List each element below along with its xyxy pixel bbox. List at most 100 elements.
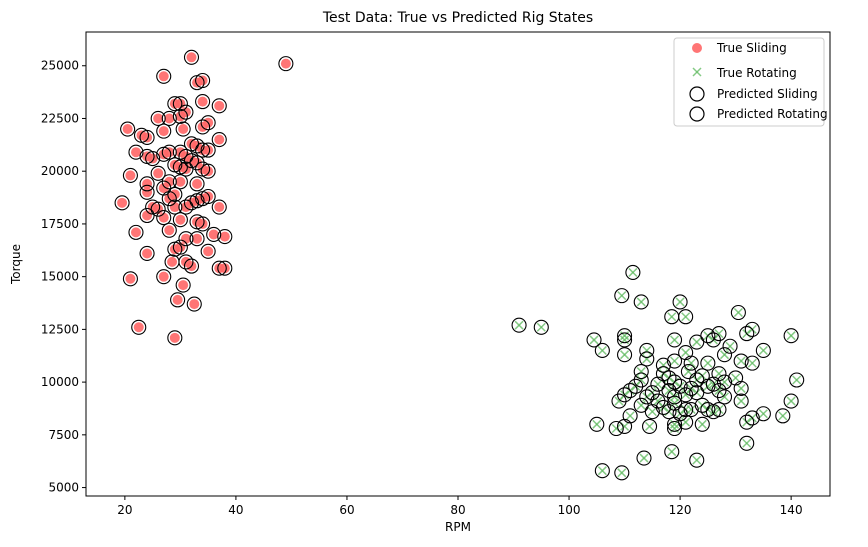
predicted-sliding-point	[139, 129, 155, 146]
predicted-rotating-point	[672, 294, 688, 310]
true-sliding-point	[214, 202, 225, 213]
true-rotating-point	[597, 345, 607, 356]
true-rotating-point	[686, 358, 696, 368]
predicted-rotating-point	[716, 374, 733, 390]
true-rotating-point	[681, 312, 691, 322]
predicted-rotating-point	[666, 374, 683, 390]
true-rotating-point	[628, 267, 638, 277]
predicted-sliding-point	[211, 132, 227, 148]
true-rotating-point	[683, 367, 693, 377]
predicted-rotating-point	[633, 294, 649, 310]
predicted-rotating-point	[683, 401, 699, 418]
predicted-rotating-point	[622, 382, 638, 399]
predicted-rotating-point	[533, 319, 549, 335]
true-rotating-point	[731, 373, 741, 383]
predicted-rotating-point	[755, 406, 771, 422]
predicted-sliding-point	[200, 243, 216, 259]
predicted-rotating-point	[655, 357, 671, 373]
predicted-rotating-point	[680, 364, 696, 380]
true-rotating-point	[639, 453, 649, 463]
true-rotating-point	[536, 322, 546, 332]
legend-label-predicted-rotating: Predicted Rotating	[717, 107, 828, 121]
predicted-rotating-point	[614, 465, 630, 481]
predicted-sliding-point	[178, 104, 194, 120]
predicted-sliding-point	[195, 94, 211, 110]
true-rotating-point	[670, 335, 680, 345]
predicted-sliding-point	[278, 56, 294, 72]
predicted-rotating-point	[678, 309, 694, 325]
true-rotating-point	[597, 466, 607, 476]
x-tick-label: 20	[117, 503, 132, 517]
predicted-rotating-point	[716, 347, 733, 363]
predicted-sliding-point	[128, 144, 144, 160]
predicted-rotating-point	[733, 380, 749, 396]
predicted-sliding-point	[172, 212, 188, 228]
true-sliding-point	[125, 273, 136, 284]
predicted-sliding-point	[172, 144, 188, 160]
true-sliding-point	[133, 322, 144, 333]
predicted-sliding-point	[183, 258, 200, 274]
data-marks	[114, 49, 805, 481]
legend-box	[673, 37, 825, 127]
predicted-rotating-point	[617, 328, 633, 344]
true-sliding-point	[164, 147, 175, 158]
true-sliding-point	[178, 280, 189, 291]
predicted-rotating-point	[783, 328, 799, 344]
predicted-sliding-point	[167, 186, 183, 202]
predicted-sliding-point	[211, 260, 227, 276]
true-sliding-point	[192, 233, 203, 244]
predicted-sliding-point	[131, 319, 147, 335]
true-sliding-point	[122, 124, 133, 135]
true-sliding-point	[172, 294, 183, 305]
predicted-rotating-point	[666, 389, 683, 405]
true-sliding-point	[214, 100, 225, 111]
x-tick-label: 40	[228, 503, 243, 517]
predicted-rotating-point	[636, 450, 652, 466]
y-tick-label: 25000	[41, 59, 79, 73]
true-rotating-point	[617, 291, 627, 301]
predicted-rotating-point	[783, 393, 799, 409]
y-tick-label: 12500	[41, 322, 79, 336]
predicted-rotating-point	[628, 378, 644, 394]
predicted-sliding-point	[200, 115, 216, 131]
predicted-sliding-point	[189, 231, 205, 247]
predicted-sliding-point	[217, 229, 233, 245]
true-sliding-point	[153, 113, 164, 124]
predicted-rotating-point	[611, 393, 627, 409]
predicted-rotating-point	[678, 401, 694, 418]
y-axis-label: Torque	[9, 244, 23, 285]
true-rotating-point	[778, 411, 788, 421]
true-rotating-point	[736, 356, 746, 366]
y-axis: 5000 7500 10000 12500 15000 17500 20000 22500 25…	[41, 59, 86, 495]
true-rotating-point	[786, 331, 796, 341]
true-rotating-point	[675, 297, 685, 307]
true-rotating-point	[647, 407, 657, 417]
predicted-rotating-point	[666, 332, 683, 348]
predicted-sliding-point	[167, 96, 183, 112]
legend-label-true-sliding: True Sliding	[716, 41, 787, 55]
true-sliding-point	[142, 248, 153, 259]
true-rotating-point	[681, 348, 691, 358]
predicted-rotating-point	[617, 332, 633, 348]
predicted-rotating-point	[733, 393, 749, 409]
true-rotating-point	[792, 375, 802, 385]
true-rotating-point	[747, 358, 757, 368]
true-sliding-point	[125, 170, 136, 181]
predicted-sliding-point	[150, 165, 166, 181]
predicted-rotating-point	[661, 404, 677, 420]
predicted-sliding-point	[172, 96, 188, 112]
predicted-rotating-point	[689, 334, 705, 350]
true-sliding-point	[158, 71, 169, 82]
true-rotating-point	[645, 421, 655, 431]
predicted-sliding-point	[145, 150, 161, 167]
legend-marker-predicted-rotating	[689, 106, 705, 122]
predicted-rotating-point	[789, 372, 805, 388]
predicted-sliding-point	[150, 110, 166, 127]
x-tick-label: 120	[669, 503, 692, 517]
true-sliding-point	[130, 227, 141, 238]
predicted-sliding-point	[161, 144, 177, 160]
x-tick-label: 80	[450, 503, 465, 517]
true-rotating-point	[670, 356, 680, 366]
predicted-rotating-point	[739, 414, 755, 430]
true-sliding-point	[142, 187, 153, 198]
